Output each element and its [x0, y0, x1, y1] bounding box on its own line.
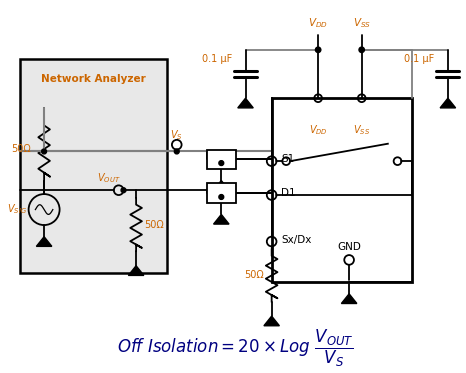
Polygon shape — [440, 98, 456, 108]
Text: 0.1 μF: 0.1 μF — [202, 54, 232, 65]
Circle shape — [359, 47, 364, 53]
Circle shape — [174, 149, 179, 154]
Text: $\mathit{Off\ Isolation} = 20 \times \mathit{Log}\ \dfrac{V_{OUT}}{V_S}$: $\mathit{Off\ Isolation} = 20 \times \ma… — [117, 327, 354, 369]
Polygon shape — [238, 98, 253, 108]
Polygon shape — [213, 214, 229, 224]
Text: Sx/Dx: Sx/Dx — [281, 235, 312, 245]
Text: $V_{DD}$: $V_{DD}$ — [308, 16, 328, 29]
Circle shape — [219, 161, 224, 166]
Bar — [207, 150, 236, 169]
Polygon shape — [213, 181, 229, 190]
Circle shape — [315, 47, 321, 53]
Polygon shape — [264, 316, 280, 326]
Bar — [207, 184, 236, 203]
Text: 50Ω: 50Ω — [11, 144, 31, 154]
Text: $V_S$: $V_S$ — [171, 128, 183, 142]
Polygon shape — [128, 266, 144, 275]
Text: 0.1 μF: 0.1 μF — [404, 54, 434, 65]
Text: $V_{OUT}$: $V_{OUT}$ — [97, 172, 121, 185]
Circle shape — [121, 188, 126, 192]
Polygon shape — [36, 237, 52, 246]
Circle shape — [41, 149, 47, 154]
Text: 50Ω: 50Ω — [244, 270, 264, 280]
Text: GND: GND — [337, 242, 361, 252]
Text: Network Analyzer: Network Analyzer — [41, 74, 146, 84]
Circle shape — [219, 195, 224, 200]
Text: $V_{SS}$: $V_{SS}$ — [353, 123, 370, 137]
Bar — [272, 98, 412, 282]
Bar — [20, 59, 167, 273]
Text: $V_{SIG}$: $V_{SIG}$ — [7, 203, 27, 216]
Polygon shape — [342, 294, 357, 304]
Text: 50Ω: 50Ω — [144, 220, 164, 229]
Text: $V_{DD}$: $V_{DD}$ — [309, 123, 328, 137]
Text: D1: D1 — [281, 188, 296, 198]
Text: $V_{SS}$: $V_{SS}$ — [353, 16, 371, 29]
Text: S1: S1 — [281, 154, 295, 164]
